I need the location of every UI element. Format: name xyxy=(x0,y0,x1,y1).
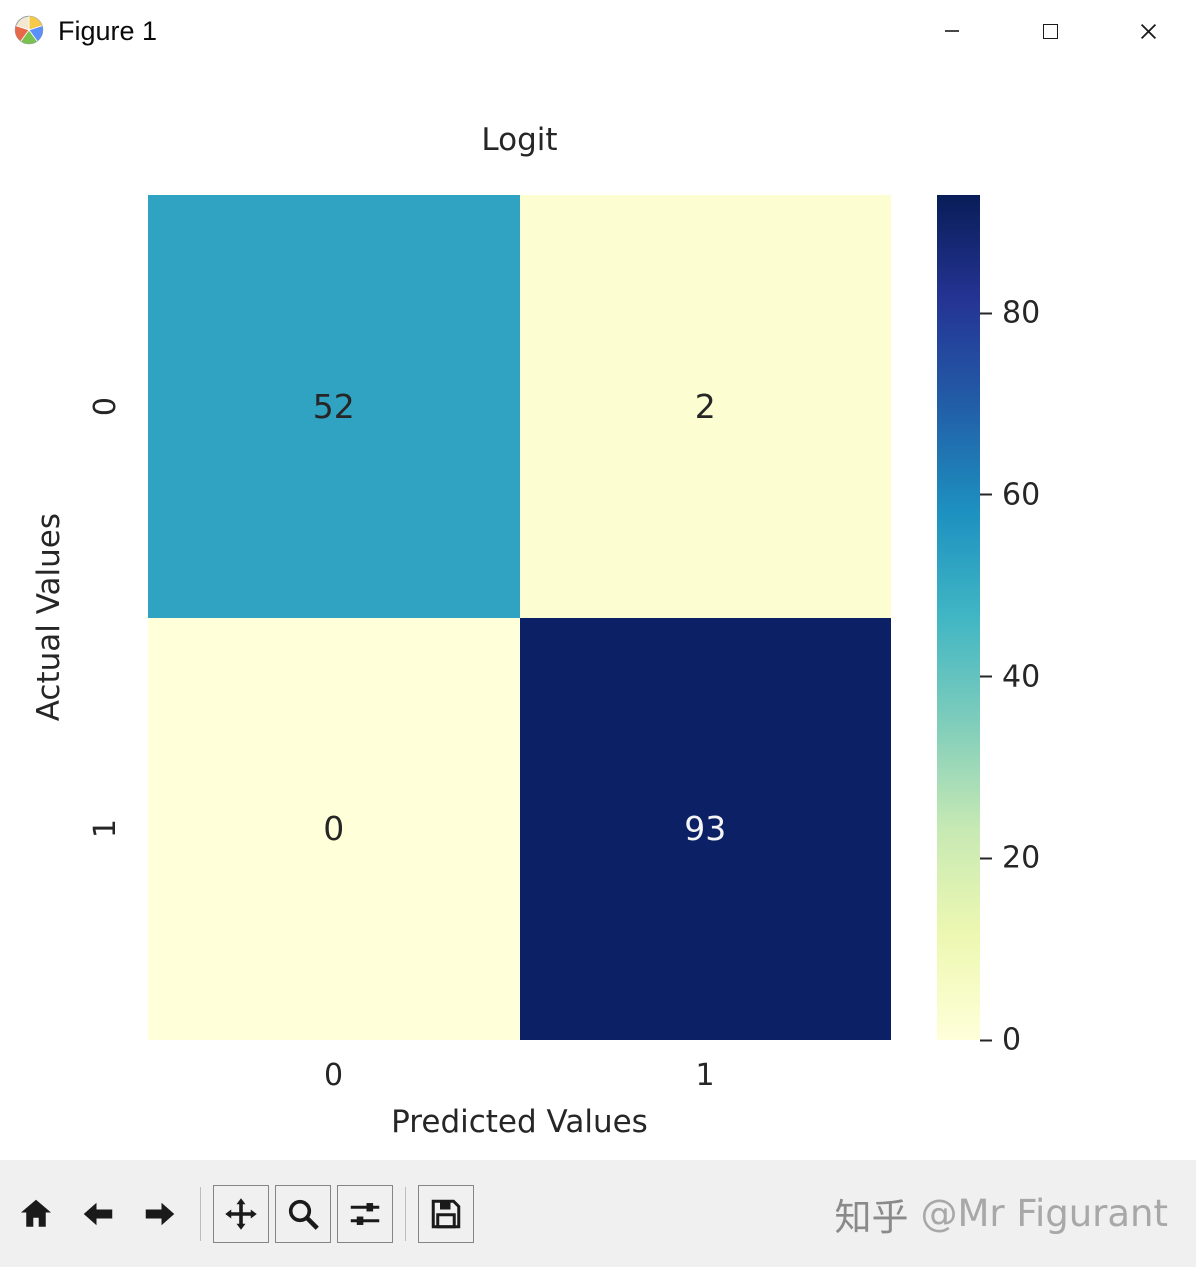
heatmap-cell-r1c0: 0 xyxy=(148,617,520,1040)
maximize-icon xyxy=(1042,23,1058,39)
colorbar-tick: 40 xyxy=(980,659,1040,694)
cell-value: 2 xyxy=(694,386,716,426)
forward-arrow-icon xyxy=(145,1202,175,1225)
toolbar-separator xyxy=(200,1186,201,1241)
window-controls xyxy=(918,0,1182,62)
configure-subplots-button[interactable] xyxy=(337,1184,393,1243)
heatmap-cell-r1c1: 93 xyxy=(519,617,891,1040)
floppy-disk-icon xyxy=(431,1199,461,1228)
x-tick-0: 0 xyxy=(323,1058,344,1093)
minimize-icon xyxy=(945,30,959,32)
magnifier-icon xyxy=(288,1199,319,1230)
navigation-toolbar: 知乎 @Mr Figurant xyxy=(0,1160,1196,1267)
colorbar-tick: 0 xyxy=(980,1023,1021,1058)
cell-value: 93 xyxy=(684,809,727,849)
close-button[interactable] xyxy=(1114,0,1182,62)
matplotlib-logo-icon xyxy=(14,15,44,45)
y-axis-label-text: Actual Values xyxy=(31,513,67,722)
heatmap-cell-r0c1: 2 xyxy=(519,195,891,618)
colorbar-gradient xyxy=(937,195,980,1040)
back-button[interactable] xyxy=(70,1185,126,1243)
y-tick-1: 1 xyxy=(87,819,123,839)
pan-arrows-icon xyxy=(225,1197,257,1230)
toolbar-separator xyxy=(405,1186,406,1241)
titlebar: Figure 1 xyxy=(0,0,1196,62)
colorbar-tick: 60 xyxy=(980,477,1040,512)
window-title: Figure 1 xyxy=(58,16,158,46)
watermark-brand: 知乎 xyxy=(834,1195,909,1239)
x-axis-label: Predicted Values xyxy=(391,1104,648,1140)
heatmap-cell-r0c0: 52 xyxy=(148,195,520,618)
back-arrow-icon xyxy=(83,1202,113,1225)
chart-title: Logit xyxy=(481,122,558,158)
colorbar-ticks: 0 20 40 60 80 xyxy=(980,195,1090,1058)
minimize-button[interactable] xyxy=(918,0,986,62)
colorbar-tick: 20 xyxy=(980,841,1040,876)
home-icon xyxy=(21,1199,51,1227)
pan-button[interactable] xyxy=(213,1184,269,1243)
y-axis-label: Actual Values xyxy=(26,195,72,1040)
zoom-button[interactable] xyxy=(275,1184,331,1243)
y-tick-0: 0 xyxy=(87,396,123,416)
watermark-handle: @Mr Figurant xyxy=(920,1192,1168,1235)
x-tick-1: 1 xyxy=(695,1058,715,1093)
forward-button[interactable] xyxy=(132,1185,188,1243)
colorbar-tick: 80 xyxy=(980,296,1040,331)
cell-value: 0 xyxy=(323,809,345,849)
cell-value: 52 xyxy=(312,386,355,426)
watermark: 知乎 @Mr Figurant xyxy=(834,1187,1168,1241)
confusion-matrix-heatmap: 52 2 0 93 xyxy=(148,195,891,1040)
save-button[interactable] xyxy=(418,1184,474,1243)
close-icon xyxy=(1140,23,1156,39)
home-button[interactable] xyxy=(8,1185,64,1243)
sliders-icon xyxy=(350,1202,380,1225)
y-tick-labels: 0 1 xyxy=(84,195,126,1040)
maximize-button[interactable] xyxy=(1016,0,1084,62)
